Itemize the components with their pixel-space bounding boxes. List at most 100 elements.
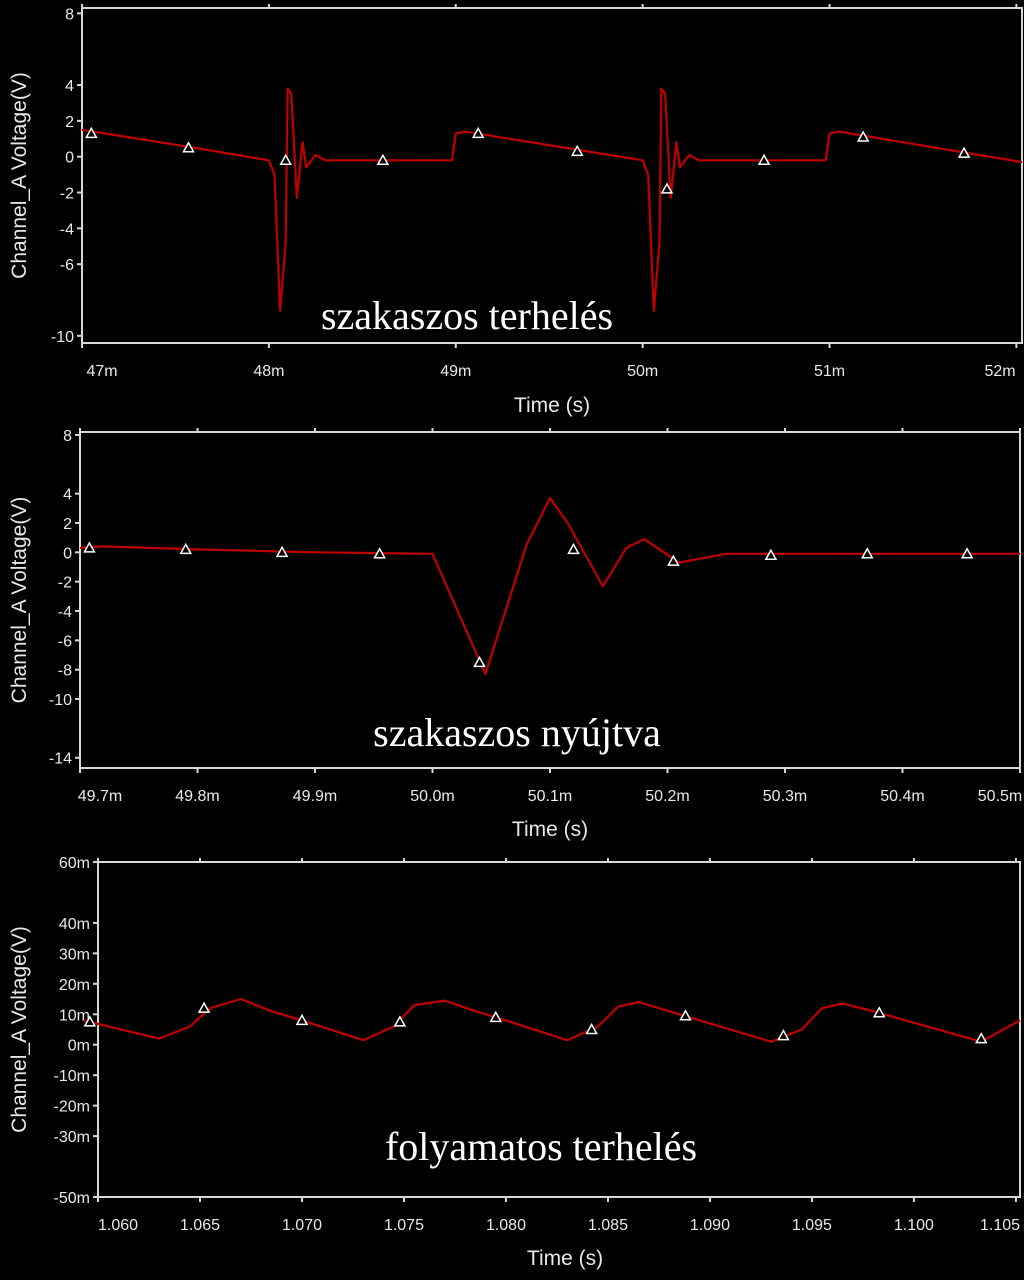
x-tick-label: 1.095 (792, 1217, 832, 1234)
y-tick-label: -6 (60, 257, 74, 274)
y-axis-title: Channel_A Voltage(V) (8, 72, 31, 279)
trace-marker-triangle (179, 542, 193, 555)
y-tick-label: 0 (63, 545, 72, 562)
trace-marker-triangle (679, 1009, 692, 1021)
panel-annotation: folyamatos terhelés (385, 1124, 697, 1169)
trace-marker-triangle (667, 554, 680, 566)
trace-marker-triangle (856, 130, 870, 142)
trace-marker-triangle (757, 153, 771, 166)
y-tick-label: -10 (49, 692, 72, 709)
trace-marker-triangle (275, 545, 289, 558)
plot-frame (97, 861, 1021, 1198)
x-tick-label: 1.065 (180, 1217, 220, 1234)
y-tick-label: 0m (68, 1038, 90, 1055)
y-tick-label: 40m (59, 916, 90, 933)
trace-marker-triangle (393, 1015, 407, 1027)
voltage-trace (81, 87, 1023, 312)
x-axis-title: Time (s) (527, 1247, 603, 1270)
x-axis-title: Time (s) (512, 818, 588, 841)
x-tick-label: 50.3m (763, 788, 807, 805)
voltage-trace (83, 997, 1021, 1043)
trace-marker-triangle (83, 541, 96, 553)
trace-marker-triangle (777, 1029, 790, 1041)
y-tick-label: -10 (51, 329, 74, 346)
trace-marker-triangle (860, 547, 874, 559)
y-tick-label: 8 (63, 428, 72, 445)
trace-marker-triangle (473, 655, 486, 668)
y-tick-label: -30m (54, 1129, 90, 1146)
x-tick-label: 49.7m (78, 788, 122, 805)
x-tick-label: 50.4m (880, 788, 924, 805)
y-tick-label: -20m (54, 1099, 90, 1116)
y-tick-label: -4 (60, 221, 74, 238)
trace-marker-triangle (570, 144, 584, 157)
x-tick-label: 49.9m (293, 788, 337, 805)
y-tick-label: 60m (59, 855, 90, 872)
y-tick-label: 4 (65, 78, 74, 95)
panel-annotation: szakaszos terhelés (321, 293, 613, 338)
trace-marker-triangle (585, 1022, 598, 1035)
x-tick-label: 1.070 (282, 1217, 322, 1234)
y-tick-label: -10m (54, 1068, 90, 1085)
trace-marker-triangle (279, 153, 292, 166)
x-tick-label: 50m (627, 363, 658, 380)
y-tick-label: -2 (60, 186, 74, 203)
trace-marker-triangle (376, 153, 390, 166)
y-tick-label: -2 (58, 575, 72, 592)
x-tick-label: 50.2m (645, 788, 689, 805)
x-tick-label: 1.060 (98, 1217, 138, 1234)
y-axis-title: Channel_A Voltage(V) (8, 497, 31, 704)
y-tick-label: 4 (63, 487, 72, 504)
x-tick-label: 49m (440, 363, 471, 380)
x-tick-label: 1.105 (980, 1217, 1020, 1234)
trace-marker-triangle (489, 1010, 503, 1023)
x-tick-label: 50.1m (528, 788, 572, 805)
x-tick-label: 50.0m (410, 788, 454, 805)
x-tick-label: 49.8m (175, 788, 219, 805)
x-axis-title: Time (s) (514, 394, 590, 417)
trace-marker-triangle (872, 1006, 886, 1018)
trace-marker-triangle (182, 141, 195, 153)
x-tick-label: 51m (814, 363, 845, 380)
y-tick-label: -14 (49, 751, 72, 768)
x-tick-label: 1.090 (690, 1217, 730, 1234)
trace-marker-triangle (471, 126, 485, 139)
y-tick-label: -4 (58, 604, 72, 621)
x-tick-label: 1.075 (384, 1217, 424, 1234)
y-tick-label: 30m (59, 946, 90, 963)
trace-marker-triangle (974, 1032, 988, 1044)
trace-marker-triangle (295, 1013, 309, 1026)
x-tick-label: 48m (253, 363, 284, 380)
trace-marker-triangle (83, 1015, 97, 1027)
y-tick-label: -50m (54, 1190, 90, 1207)
y-tick-label: 10m (59, 1007, 90, 1024)
voltage-trace (79, 496, 1020, 676)
plot-frame (81, 7, 1023, 344)
x-tick-label: 1.085 (588, 1217, 628, 1234)
trace-marker-triangle (660, 182, 674, 194)
chart-panel-1: 47m 48m 49m 50m 51m 52m 8 4 2 0 -2 -4 -6 -10 Time (s) C… (8, 4, 1023, 417)
trace-marker-triangle (957, 146, 971, 158)
y-axis-title: Channel_A Voltage(V) (8, 926, 31, 1133)
panel-annotation: szakaszos nyújtva (373, 710, 661, 755)
y-tick-label: 20m (59, 977, 90, 994)
x-tick-label: 47m (86, 363, 117, 380)
x-tick-label: 52m (984, 363, 1015, 380)
y-tick-label: 2 (63, 516, 72, 533)
trace-marker-triangle (197, 1001, 211, 1013)
trace-marker-triangle (373, 547, 386, 559)
y-tick-label: 0 (65, 150, 74, 167)
x-tick-label: 1.100 (894, 1217, 934, 1234)
y-tick-label: 2 (65, 114, 74, 131)
trace-marker-triangle (567, 542, 580, 555)
y-tick-label: 8 (65, 6, 74, 23)
y-tick-label: -8 (58, 663, 72, 680)
x-tick-label: 1.080 (486, 1217, 526, 1234)
y-tick-label: -6 (58, 633, 72, 650)
chart-panel-2: 49.7m 49.8m 49.9m 50.0m 50.1m 50.2m 50.3m 50.4m… (8, 428, 1022, 841)
trace-marker-triangle (764, 548, 778, 560)
x-tick-label: 50.5m (978, 788, 1022, 805)
trace-marker-triangle (960, 547, 974, 559)
chart-panel-3: 1.060 1.065 1.070 1.075 1.080 1.085 1.090 1.095… (8, 855, 1021, 1270)
